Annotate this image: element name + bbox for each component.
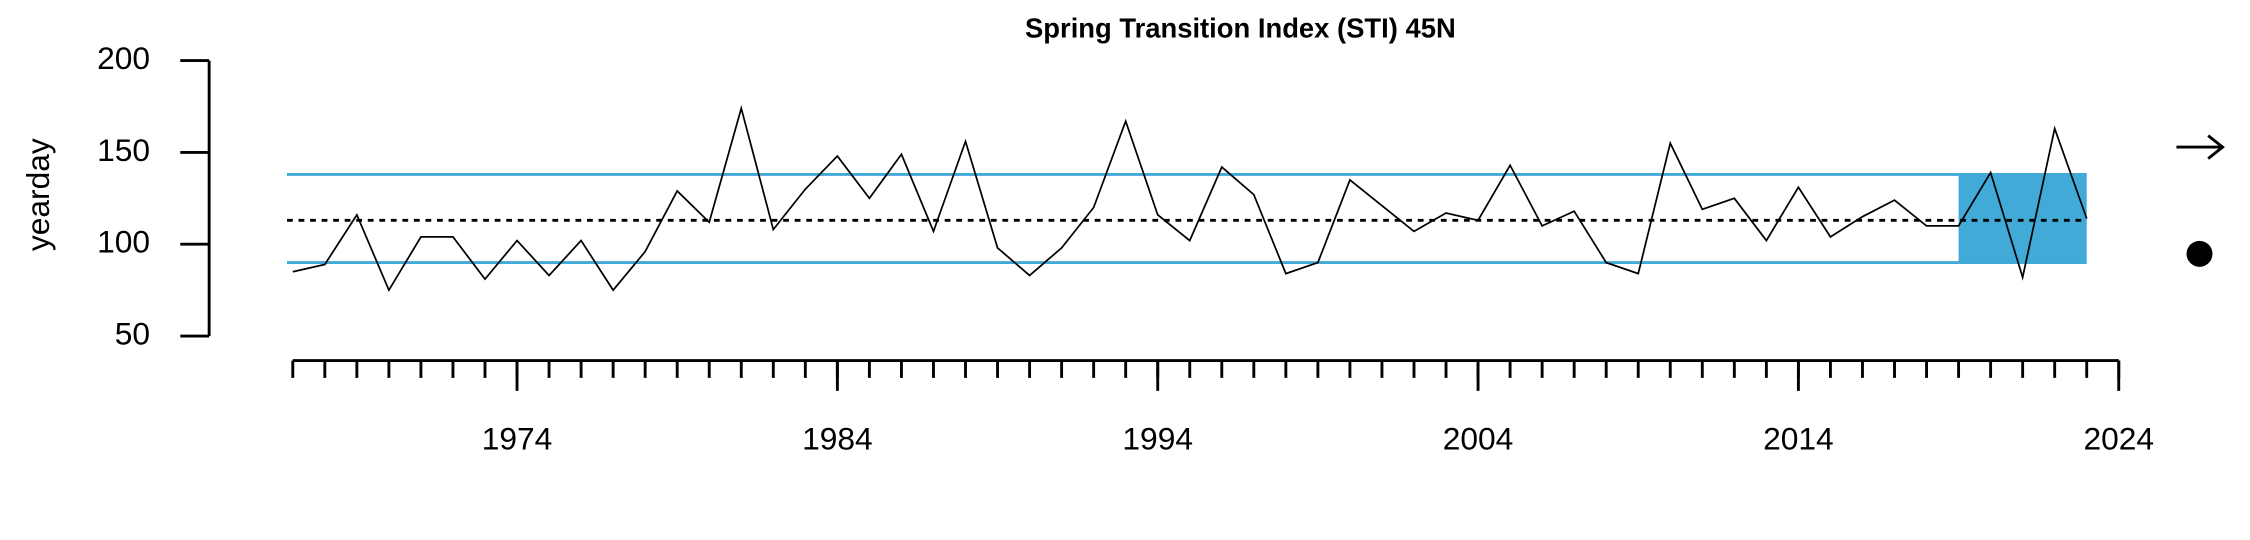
y-tick-label: 150 [97,132,150,168]
x-tick-label: 1974 [482,421,553,457]
status-dot [2186,240,2213,267]
highlight-box [1958,174,2087,263]
y-tick-label: 100 [97,224,150,260]
y-tick-label: 50 [115,315,150,351]
x-tick-label: 2004 [1443,421,1514,457]
trend-arrow [2176,134,2225,160]
x-tick-label: 1994 [1122,421,1193,457]
chart-title: Spring Transition Index (STI) 45N [1025,13,1456,44]
data-line [292,105,2088,293]
y-tick-label: 200 [97,40,150,76]
x-tick-label: 1984 [802,421,873,457]
x-tick-label: 2024 [2083,421,2154,457]
y-axis-label: yearday [20,138,56,251]
x-tick-label: 2014 [1763,421,1834,457]
